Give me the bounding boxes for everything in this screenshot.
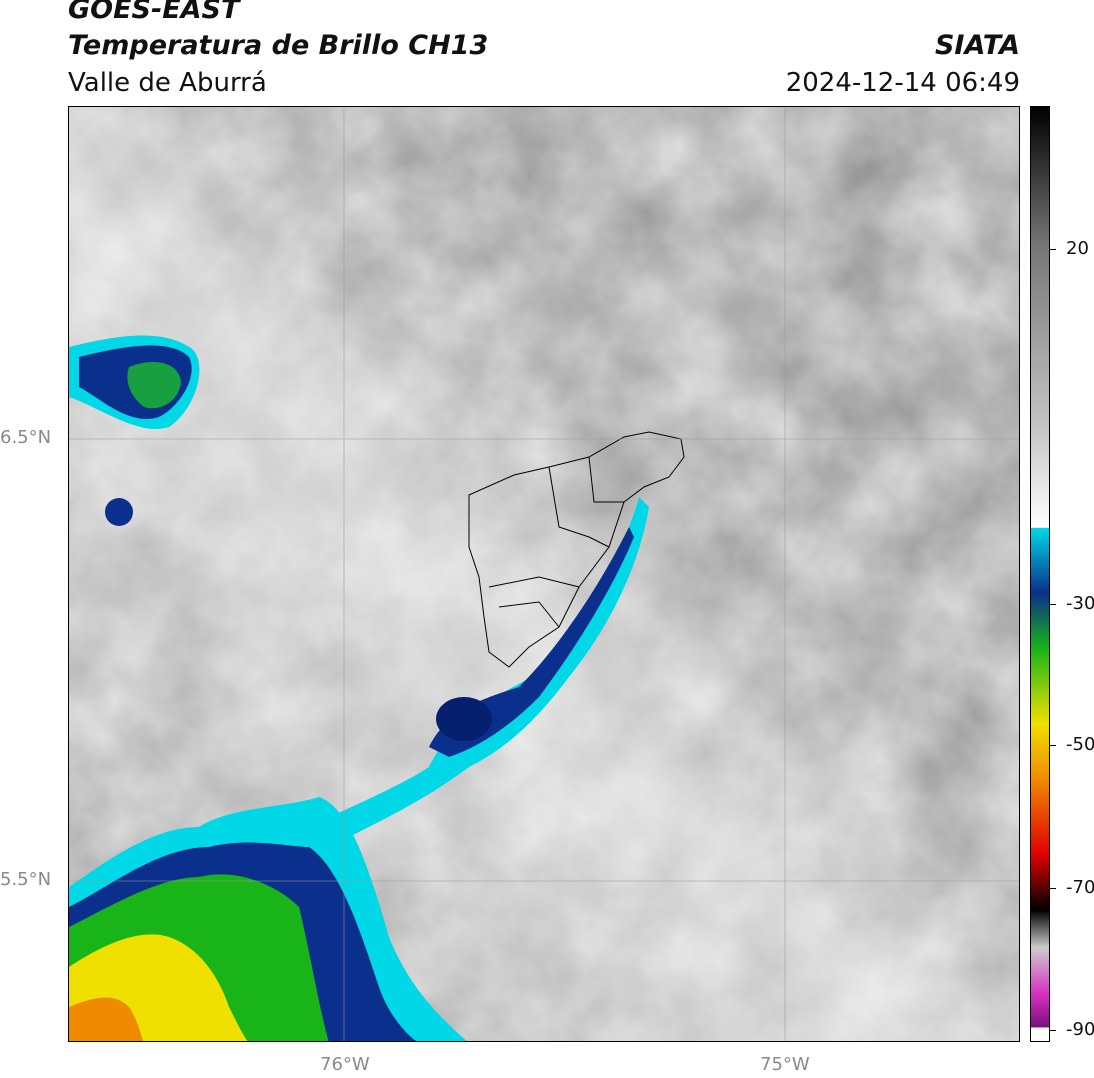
colorbar-label-minus90: -90 bbox=[1066, 1019, 1094, 1040]
colorbar-label-minus30: -30 bbox=[1066, 593, 1094, 614]
colorbar bbox=[1030, 106, 1050, 1042]
colorbar-tick-minus70 bbox=[1050, 888, 1056, 889]
colorbar-label-minus70: -70 bbox=[1066, 877, 1094, 898]
product-title: Temperatura de Brillo CH13 bbox=[68, 30, 489, 61]
colorbar-tick-minus50 bbox=[1050, 745, 1056, 746]
municipal-boundaries bbox=[468, 431, 685, 668]
colorbar-tick-minus30 bbox=[1050, 604, 1056, 605]
graticule bbox=[69, 107, 1019, 1041]
satellite-map[interactable] bbox=[68, 106, 1020, 1042]
colorbar-gradient bbox=[1031, 107, 1049, 1041]
colorbar-label-minus50: -50 bbox=[1066, 734, 1094, 755]
agency-label: SIATA bbox=[934, 30, 1020, 61]
colorbar-svg bbox=[1031, 107, 1049, 1041]
lon-label-76: 76°W bbox=[320, 1054, 370, 1075]
lat-label-6-5: 6.5°N bbox=[0, 427, 52, 448]
colorbar-tick-minus90 bbox=[1050, 1030, 1056, 1031]
satellite-title: GOES-EAST bbox=[68, 0, 240, 25]
lat-label-5-5: 5.5°N bbox=[0, 869, 52, 890]
region-label: Valle de Aburrá bbox=[68, 68, 267, 98]
colorbar-label-20: 20 bbox=[1066, 238, 1089, 259]
datetime-label: 2024-12-14 06:49 bbox=[785, 68, 1020, 98]
colorbar-tick-20 bbox=[1050, 249, 1056, 250]
cold-cloud-tops bbox=[69, 335, 649, 1041]
map-svg bbox=[69, 107, 1019, 1041]
lon-label-75: 75°W bbox=[760, 1054, 810, 1075]
